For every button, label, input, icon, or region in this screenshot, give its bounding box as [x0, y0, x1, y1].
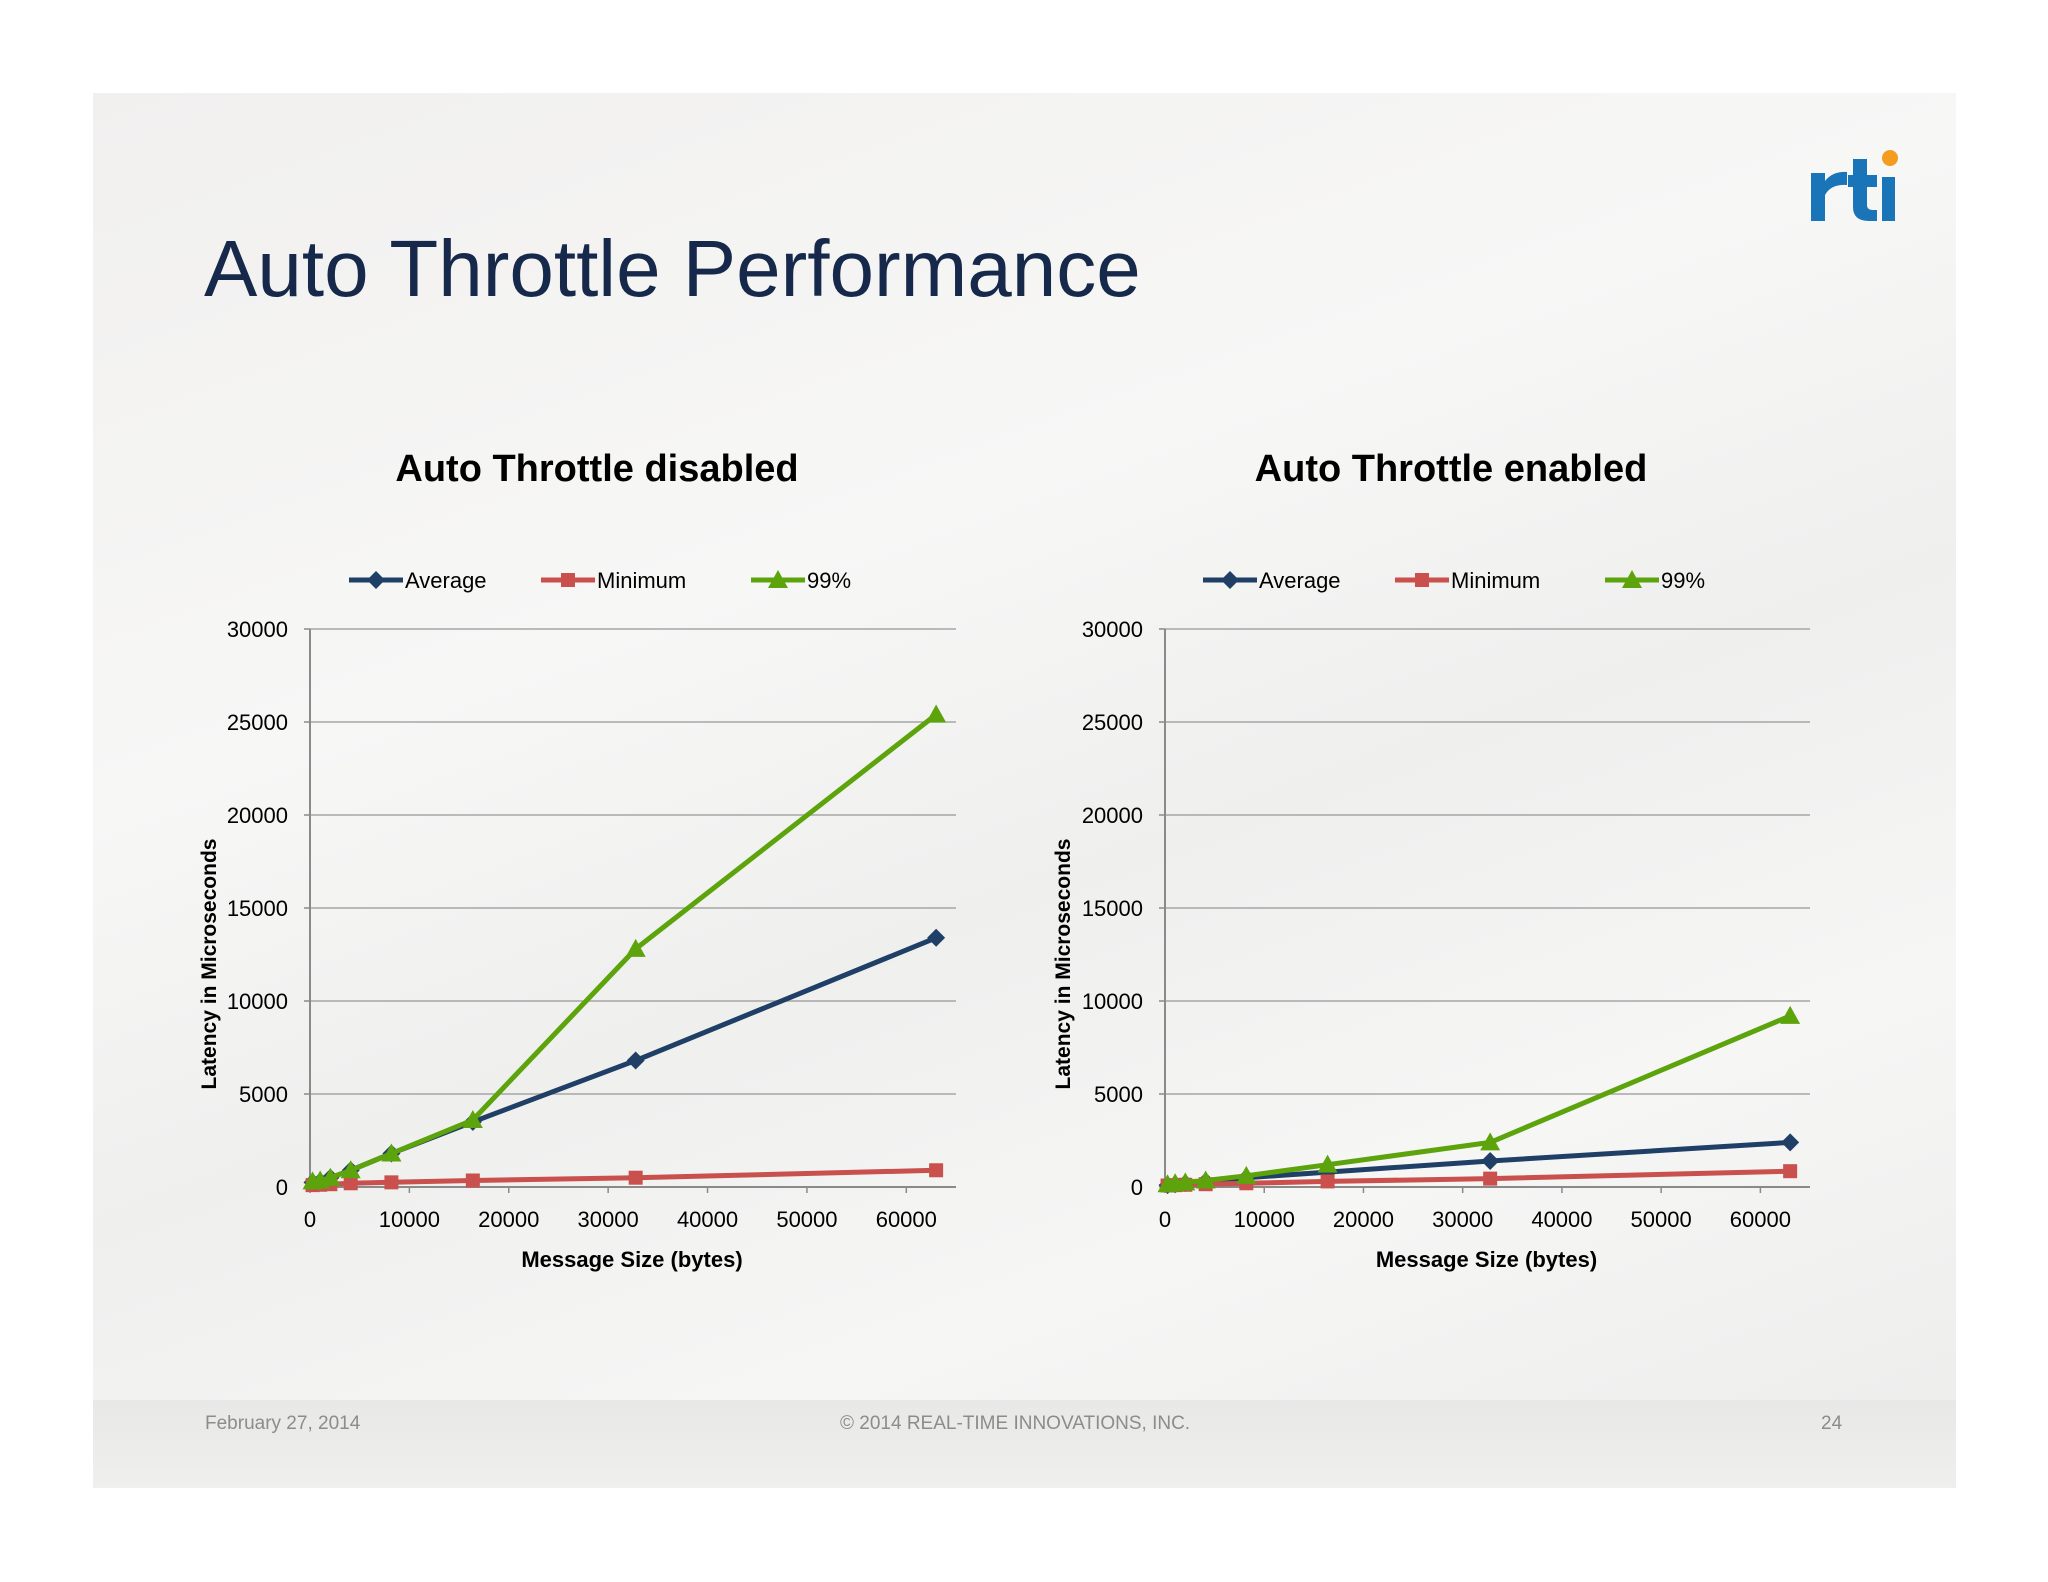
y-tick-label: 10000: [227, 989, 288, 1014]
legend-marker: [1622, 570, 1642, 588]
y-tick-label: 20000: [227, 803, 288, 828]
y-axis-label: Latency in Microseconds: [1052, 839, 1075, 1090]
x-tick-label: 50000: [776, 1207, 837, 1232]
legend-label: Average: [1259, 568, 1341, 593]
y-tick-label: 25000: [227, 710, 288, 735]
rti-logo: [1811, 150, 1898, 221]
data-point: [929, 1163, 944, 1178]
data-point: [1317, 1154, 1338, 1173]
x-tick-label: 60000: [876, 1207, 937, 1232]
chart-auto-throttle-enabled: Auto Throttle enabled 0 5000 10000 15000 2000…: [1052, 448, 1810, 1272]
legend-marker: [768, 570, 788, 588]
data-point: [381, 1143, 402, 1162]
y-tick-label: 5000: [239, 1082, 288, 1107]
x-axis-label: Message Size (bytes): [521, 1247, 742, 1272]
legend-marker: [1221, 571, 1239, 589]
data-point: [1780, 1005, 1801, 1024]
data-point: [384, 1175, 399, 1190]
data-point: [625, 938, 646, 957]
x-tick-label: 40000: [677, 1207, 738, 1232]
x-tick-label: 40000: [1531, 1207, 1592, 1232]
y-tick-label: 15000: [1082, 896, 1143, 921]
x-tick-label: 30000: [1432, 1207, 1493, 1232]
x-tick-label: 50000: [1631, 1207, 1692, 1232]
x-tick-label: 20000: [478, 1207, 539, 1232]
y-tick-label: 10000: [1082, 989, 1143, 1014]
data-point: [465, 1173, 480, 1188]
data-point: [628, 1170, 643, 1185]
y-tick-label: 30000: [227, 617, 288, 642]
data-point: [1175, 1172, 1196, 1191]
legend-marker: [561, 573, 575, 587]
legend-label: Minimum: [1451, 568, 1540, 593]
x-tick-label: 10000: [1234, 1207, 1295, 1232]
slide: Auto Throttle Performance February 27, 2…: [93, 93, 1956, 1488]
data-point: [1781, 1133, 1800, 1152]
data-point: [1481, 1151, 1500, 1170]
x-tick-label: 30000: [578, 1207, 639, 1232]
x-tick-label: 0: [1159, 1207, 1171, 1232]
data-point: [1236, 1165, 1257, 1184]
series-line: [1167, 1013, 1792, 1187]
y-tick-label: 30000: [1082, 617, 1143, 642]
data-point: [1195, 1170, 1216, 1189]
legend-label: 99%: [807, 568, 851, 593]
data-point: [462, 1110, 483, 1129]
data-point: [343, 1176, 358, 1191]
footer-copyright: © 2014 REAL-TIME INNOVATIONS, INC.: [840, 1413, 1191, 1434]
data-point: [926, 704, 947, 723]
y-tick-label: 0: [276, 1175, 288, 1200]
chart-title: Auto Throttle disabled: [395, 448, 798, 490]
data-point: [1480, 1132, 1501, 1151]
x-tick-label: 0: [304, 1207, 316, 1232]
legend-label: 99%: [1661, 568, 1705, 593]
legend-marker: [1415, 573, 1429, 587]
y-tick-label: 0: [1131, 1175, 1143, 1200]
y-tick-label: 5000: [1094, 1082, 1143, 1107]
legend-marker: [367, 571, 385, 589]
chart-title: Auto Throttle enabled: [1255, 448, 1648, 490]
page-number: 24: [1821, 1413, 1843, 1434]
footer-band: [93, 1400, 1956, 1488]
x-axis-label: Message Size (bytes): [1376, 1247, 1597, 1272]
y-tick-label: 15000: [227, 896, 288, 921]
y-tick-label: 25000: [1082, 710, 1143, 735]
data-point: [1483, 1171, 1498, 1186]
legend-label: Average: [405, 568, 487, 593]
data-point: [1320, 1174, 1335, 1189]
legend-label: Minimum: [597, 568, 686, 593]
x-tick-label: 60000: [1730, 1207, 1791, 1232]
data-point: [1783, 1164, 1798, 1179]
data-point: [626, 1051, 645, 1070]
x-tick-label: 20000: [1333, 1207, 1394, 1232]
data-point: [927, 928, 946, 947]
chart-auto-throttle-disabled: Auto Throttle disabled 0 5000 10000 15000 200…: [198, 448, 956, 1272]
page-title: Auto Throttle Performance: [204, 224, 1141, 313]
footer-date: February 27, 2014: [205, 1413, 361, 1434]
x-tick-label: 10000: [379, 1207, 440, 1232]
data-point: [320, 1167, 341, 1186]
y-tick-label: 20000: [1082, 803, 1143, 828]
y-axis-label: Latency in Microseconds: [198, 839, 221, 1090]
data-point: [340, 1160, 361, 1179]
